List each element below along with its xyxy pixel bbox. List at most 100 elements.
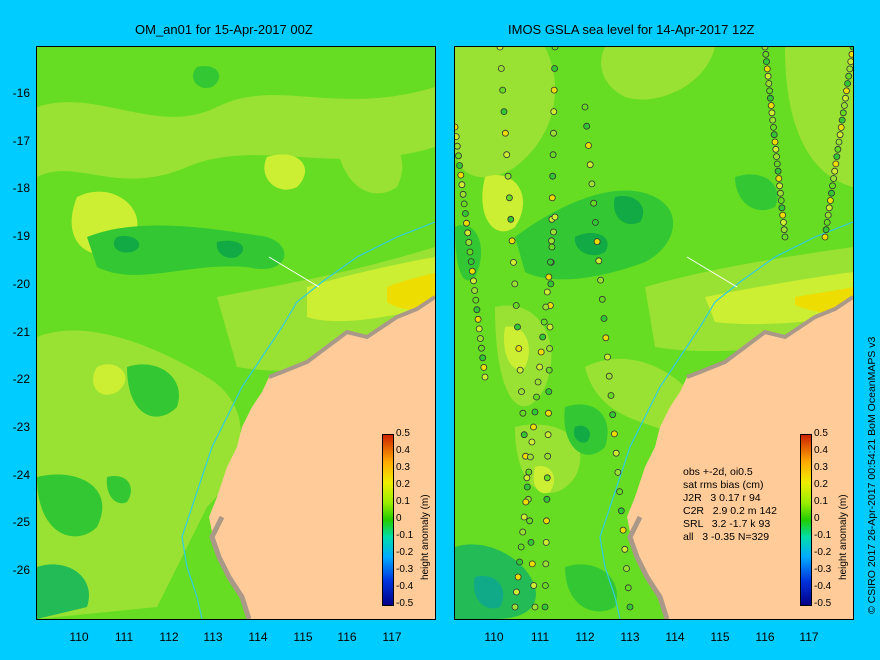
colorbar-label: -0.1 (814, 530, 832, 541)
satellite-observations (455, 47, 853, 611)
observation-point (542, 560, 550, 568)
observation-point (839, 109, 847, 117)
observation-point (842, 94, 849, 102)
observation-point (476, 335, 484, 342)
observation-point (847, 58, 853, 65)
x-tick: 111 (530, 630, 550, 644)
observation-point (845, 72, 853, 80)
observation-point (511, 603, 519, 611)
observation-point (824, 211, 832, 219)
observation-point (455, 123, 459, 131)
observation-point (822, 226, 830, 234)
observation-point (537, 348, 545, 356)
observation-point (473, 306, 481, 314)
observation-point (530, 423, 537, 431)
observation-point (586, 161, 594, 169)
observation-point (612, 449, 620, 457)
observation-point (466, 248, 474, 256)
y-tick: -22 (12, 372, 30, 386)
observation-point (614, 468, 622, 476)
observation-point (511, 280, 519, 288)
x-tick: 112 (575, 630, 595, 644)
observation-point (508, 237, 516, 245)
observation-point (472, 296, 480, 304)
observation-point (514, 323, 521, 331)
observation-point (536, 363, 543, 371)
observation-point (528, 438, 536, 446)
observation-point (506, 194, 513, 202)
x-tick: 114 (248, 630, 268, 644)
stats-line: J2R 3 0.17 r 94 (683, 492, 761, 504)
observation-point (519, 409, 527, 417)
observation-point (595, 257, 603, 265)
y-tick: -18 (12, 181, 30, 195)
x-tick: 115 (710, 630, 730, 644)
observation-point (500, 108, 508, 115)
colorbar-label: 0.5 (396, 428, 410, 439)
observation-point (763, 65, 771, 73)
observation-point (624, 584, 632, 592)
observation-point (834, 145, 842, 153)
y-tick: -19 (12, 229, 30, 243)
observation-point (544, 452, 552, 460)
x-tick: 110 (484, 630, 504, 644)
colorbar-label: -0.4 (814, 581, 832, 592)
observation-point (525, 468, 533, 476)
observation-point (528, 560, 536, 568)
observation-point (512, 302, 520, 309)
colorbar-label: 0.2 (396, 479, 410, 490)
observation-point (517, 543, 525, 551)
left-panel-title: OM_an01 for 15-Apr-2017 00Z (135, 22, 313, 37)
y-tick: -25 (12, 515, 30, 529)
observation-point (479, 354, 487, 362)
observation-point (547, 258, 554, 266)
observation-point (778, 204, 786, 212)
observation-point (544, 431, 552, 439)
stats-line: obs +-2d, oi0.5 (683, 466, 753, 478)
left-map-panel (36, 46, 436, 620)
observation-point (548, 194, 556, 202)
stats-line: all 3 -0.35 N=329 (683, 531, 770, 543)
observation-point (767, 102, 775, 109)
observation-point (838, 116, 846, 124)
observation-point (591, 218, 599, 226)
observation-stats: obs +-2d, oi0.5 sat rms bias (cm) J2R 3 0.… (683, 466, 777, 544)
observation-point (527, 453, 534, 461)
observation-point (773, 160, 781, 168)
colorbar-label: -0.2 (396, 547, 414, 558)
observation-point (590, 199, 598, 207)
observation-point (502, 129, 509, 137)
observation-point (507, 215, 515, 223)
x-tick: 113 (620, 630, 640, 644)
observation-point (520, 513, 528, 521)
observation-point (523, 483, 531, 491)
observation-point (481, 373, 489, 381)
observation-point (510, 258, 517, 266)
colorbar-label: -0.4 (396, 581, 414, 592)
x-tick: 116 (337, 630, 357, 644)
colorbar-label: 0.2 (814, 479, 828, 490)
observation-point (542, 538, 550, 546)
x-tick: 113 (203, 630, 223, 644)
observation-point (770, 131, 778, 139)
observation-point (527, 538, 535, 546)
colorbar-label: 0 (814, 513, 820, 524)
observation-point (543, 495, 551, 503)
observation-point (581, 103, 589, 111)
y-tick: -16 (12, 86, 30, 100)
observation-point (772, 145, 780, 153)
x-tick: 112 (159, 630, 179, 644)
observation-point (617, 507, 625, 515)
observation-point (514, 573, 522, 581)
observation-point (776, 189, 784, 197)
observation-point (770, 124, 777, 131)
observation-point (763, 58, 770, 66)
stats-line: SRL 3.2 -1.7 k 93 (683, 518, 771, 530)
y-tick: -17 (12, 134, 30, 148)
observation-point (771, 138, 779, 146)
colorbar-scale (800, 434, 812, 606)
observation-point (825, 204, 833, 212)
observation-point (604, 353, 611, 361)
colorbar-label: -0.1 (396, 530, 414, 541)
observation-point (833, 153, 841, 160)
